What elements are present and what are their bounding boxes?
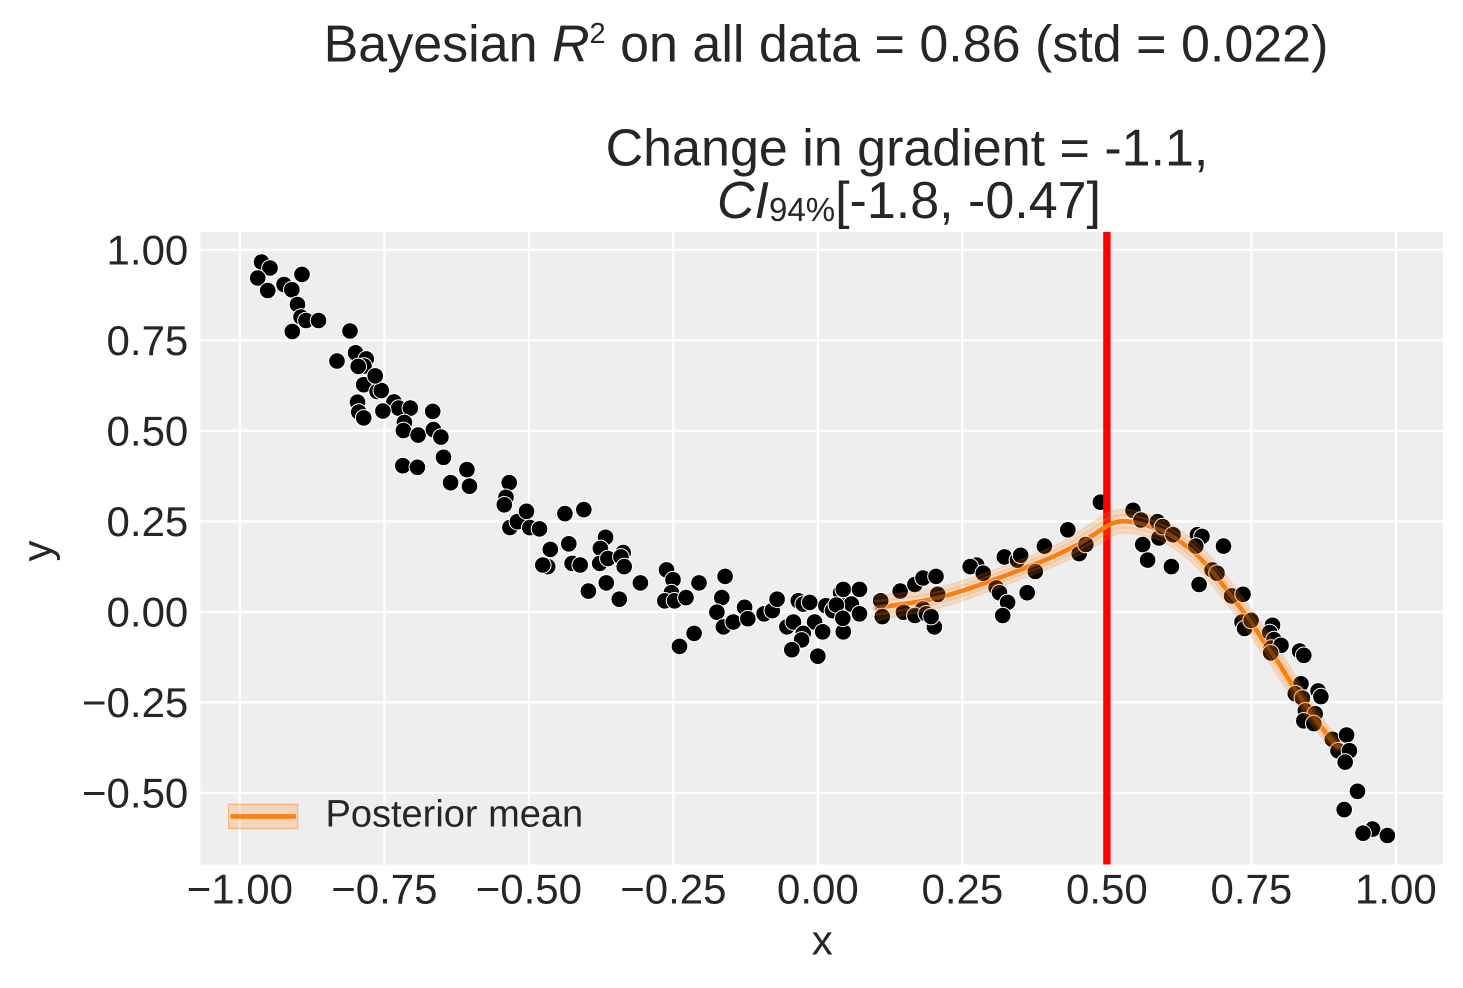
- svg-text:0.75: 0.75: [107, 317, 189, 364]
- svg-text:−0.75: −0.75: [331, 866, 437, 913]
- svg-text:1.00: 1.00: [107, 227, 189, 274]
- svg-text:0.00: 0.00: [107, 589, 189, 636]
- svg-text:Change in gradient = -1.1,: Change in gradient = -1.1,: [606, 120, 1209, 178]
- svg-text:−0.25: −0.25: [82, 679, 188, 726]
- svg-text:0.00: 0.00: [777, 866, 859, 913]
- svg-text:−0.25: −0.25: [620, 866, 726, 913]
- svg-text:Posterior mean: Posterior mean: [326, 794, 584, 836]
- svg-text:CI94%[-1.8, -0.47]: CI94%[-1.8, -0.47]: [717, 172, 1101, 230]
- svg-text:0.50: 0.50: [1066, 866, 1148, 913]
- svg-text:0.25: 0.25: [107, 498, 189, 545]
- svg-text:1.00: 1.00: [1355, 866, 1437, 913]
- svg-text:0.50: 0.50: [107, 408, 189, 455]
- svg-text:−0.50: −0.50: [476, 866, 582, 913]
- svg-text:−0.50: −0.50: [82, 770, 188, 817]
- svg-text:−1.00: −1.00: [187, 866, 293, 913]
- svg-text:0.25: 0.25: [922, 866, 1004, 913]
- svg-text:0.75: 0.75: [1211, 866, 1293, 913]
- svg-text:y: y: [14, 541, 61, 562]
- svg-text:Bayesian R2 on all data = 0.86: Bayesian R2 on all data = 0.86 (std = 0.…: [324, 16, 1329, 74]
- svg-text:x: x: [812, 917, 833, 964]
